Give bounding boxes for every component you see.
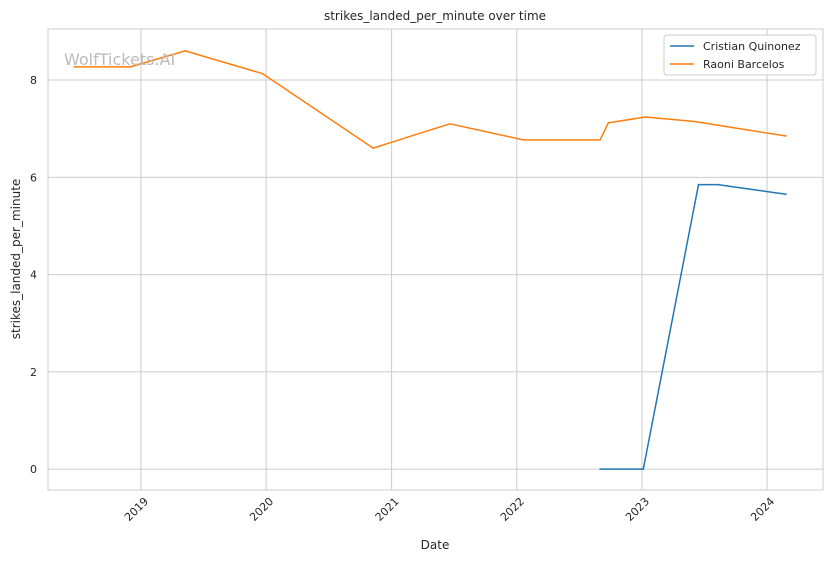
y-tick-label: 2: [30, 366, 37, 379]
data-point-raoni-barcelos: [785, 135, 787, 137]
x-tick-label: 2023: [623, 495, 652, 524]
data-point-raoni-barcelos: [599, 139, 601, 141]
data-point-raoni-barcelos: [129, 66, 132, 68]
y-tick-labels: 0 2 4 6 8: [30, 74, 37, 476]
grid: [48, 29, 823, 490]
data-point-raoni-barcelos: [644, 116, 646, 118]
legend-label-cristian-quinonez: Cristian Quinonez: [703, 40, 801, 53]
x-tick-label: 2019: [122, 495, 151, 524]
x-tick-label: 2024: [748, 495, 777, 524]
y-axis-label: strikes_landed_per_minute: [9, 179, 23, 340]
series-layer: [73, 50, 787, 470]
data-point-cristian-quinonez: [599, 468, 601, 470]
x-tick-labels: 2019 2020 2021 2022 2023 2024: [122, 495, 777, 524]
plot-background: [48, 29, 823, 490]
data-point-raoni-barcelos: [261, 72, 264, 75]
x-tick-label: 2020: [247, 495, 276, 524]
data-point-cristian-quinonez: [642, 468, 645, 470]
data-point-raoni-barcelos: [73, 66, 75, 68]
y-tick-label: 8: [30, 74, 37, 87]
data-point-raoni-barcelos: [607, 122, 610, 124]
data-point-raoni-barcelos: [720, 124, 722, 127]
data-point-raoni-barcelos: [372, 147, 374, 149]
data-point-raoni-barcelos: [522, 139, 525, 141]
data-point-cristian-quinonez: [716, 183, 719, 186]
x-tick-label: 2022: [498, 495, 527, 524]
legend-box: [663, 34, 817, 76]
watermark: WolfTickets.AI: [64, 50, 175, 69]
data-point-cristian-quinonez: [697, 183, 700, 186]
legend: Cristian Quinonez Raoni Barcelos: [663, 34, 817, 76]
data-point-cristian-quinonez: [785, 193, 787, 196]
data-point-raoni-barcelos: [184, 50, 186, 52]
data-point-raoni-barcelos: [692, 120, 695, 123]
y-tick-label: 0: [30, 463, 37, 476]
y-tick-label: 6: [30, 171, 37, 184]
data-point-raoni-barcelos: [449, 123, 451, 125]
legend-label-raoni-barcelos: Raoni Barcelos: [703, 58, 785, 71]
y-tick-label: 4: [30, 269, 37, 282]
x-tick-label: 2021: [373, 495, 402, 524]
chart-title: strikes_landed_per_minute over time: [324, 9, 546, 23]
plot-frame: [47, 28, 824, 491]
x-axis-label: Date: [421, 538, 450, 552]
